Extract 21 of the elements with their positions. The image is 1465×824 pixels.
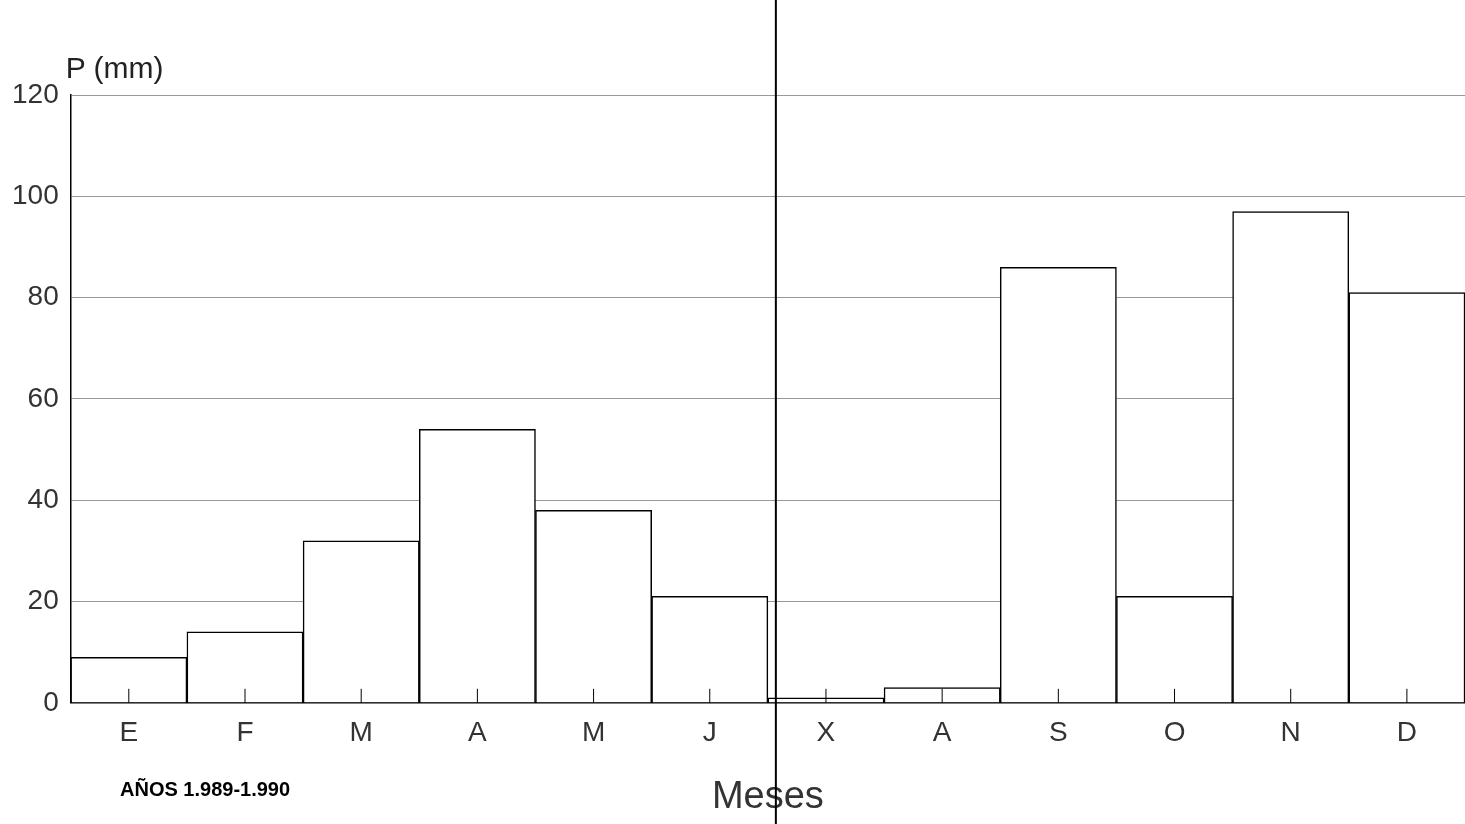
y-tick-label: 40 <box>27 482 59 514</box>
x-tick-label: X <box>816 716 836 748</box>
text: AÑOS 1.989-1.990 <box>120 777 291 800</box>
x-tick-label: O <box>1163 716 1186 748</box>
x-tick-label: J <box>702 716 717 748</box>
y-axis-title: P (mm) <box>65 51 164 85</box>
y-tick-label: 100 <box>12 179 59 211</box>
x-tick-label: A <box>932 716 952 748</box>
x-tick-label: E <box>119 716 139 748</box>
x-tick-label: M <box>349 716 373 748</box>
x-tick-label: A <box>468 716 488 748</box>
y-tick-label: 80 <box>27 280 59 312</box>
y-tick-label: 0 <box>43 685 59 717</box>
x-tick-label: D <box>1396 716 1418 748</box>
y-tick-label: 60 <box>27 381 59 413</box>
y-tick-label: 120 <box>12 77 59 109</box>
x-tick-label: N <box>1280 716 1301 748</box>
x-tick-label: M <box>581 716 606 748</box>
x-tick-label: F <box>236 716 254 748</box>
x-tick-label: S <box>1048 716 1068 748</box>
y-tick-label: 20 <box>27 584 59 616</box>
